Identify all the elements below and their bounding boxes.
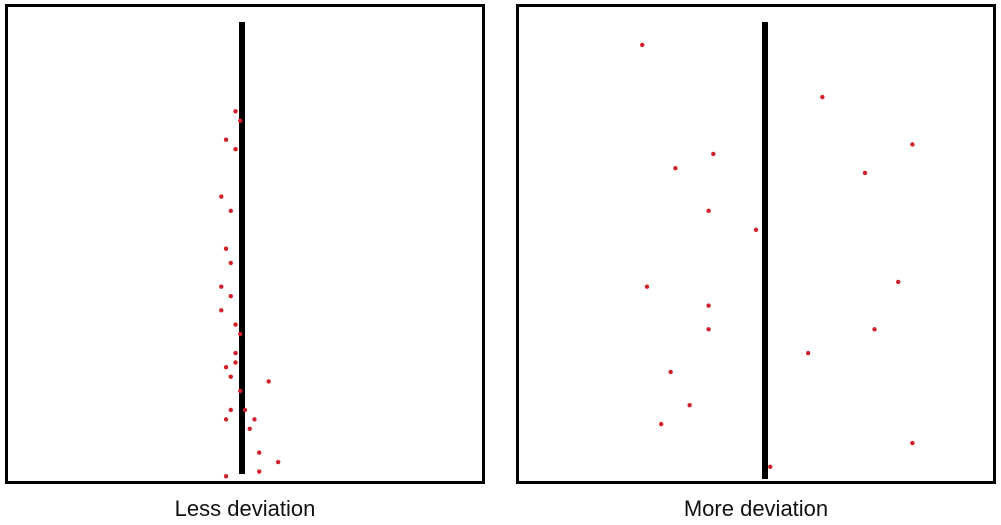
data-point: [644, 284, 650, 289]
data-point: [753, 227, 759, 232]
data-point: [228, 208, 233, 214]
data-point: [805, 350, 811, 356]
data-point: [872, 327, 877, 332]
data-point: [706, 327, 711, 332]
data-point: [219, 308, 224, 313]
data-point: [820, 94, 825, 100]
data-point: [910, 440, 915, 446]
data-point: [687, 402, 692, 408]
data-point: [223, 474, 229, 479]
data-point: [228, 293, 233, 299]
data-point: [768, 464, 773, 469]
more-deviation-plot: [640, 22, 915, 479]
data-point: [238, 331, 243, 337]
data-point: [706, 303, 711, 308]
data-point: [862, 170, 868, 176]
less-deviation-caption: Less deviation: [174, 496, 316, 521]
data-point: [223, 417, 229, 422]
data-point: [228, 407, 233, 413]
data-point: [242, 407, 248, 413]
data-point: [659, 421, 664, 427]
data-point: [275, 459, 281, 465]
data-point: [247, 426, 252, 432]
more-deviation-panel: [516, 4, 996, 484]
data-point: [233, 360, 238, 365]
data-point: [238, 388, 243, 394]
data-point: [257, 469, 262, 474]
data-point: [910, 142, 915, 147]
data-point: [219, 194, 224, 199]
data-point: [640, 42, 645, 48]
data-point: [238, 118, 243, 123]
data-point: [223, 137, 229, 142]
more-deviation-caption: More deviation: [683, 496, 829, 521]
data-point: [233, 147, 238, 152]
less-deviation-points: [219, 109, 281, 479]
data-point: [223, 365, 229, 370]
data-point: [233, 350, 238, 356]
data-point: [223, 246, 229, 251]
less-deviation-plot: [219, 22, 281, 479]
data-point: [706, 208, 711, 214]
data-point: [896, 279, 901, 285]
data-point: [233, 322, 238, 327]
data-point: [673, 165, 678, 171]
data-point: [233, 109, 238, 114]
data-point: [711, 151, 716, 157]
data-point: [266, 379, 271, 384]
less-deviation-panel: [5, 4, 485, 484]
data-point: [668, 369, 673, 375]
more-deviation-points: [640, 42, 915, 469]
data-point: [252, 417, 257, 422]
data-point: [228, 260, 233, 266]
data-point: [228, 374, 233, 379]
data-point: [219, 284, 224, 289]
data-point: [257, 450, 262, 455]
